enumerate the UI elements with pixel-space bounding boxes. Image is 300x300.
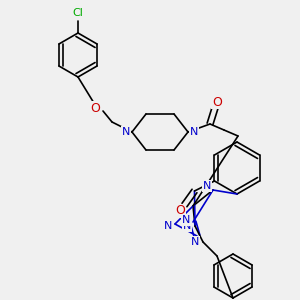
Text: N: N <box>203 181 211 191</box>
Text: N: N <box>191 237 199 247</box>
Text: N: N <box>182 215 190 225</box>
Text: N: N <box>190 127 198 137</box>
Text: Cl: Cl <box>73 8 83 18</box>
Text: N: N <box>183 221 191 231</box>
Text: O: O <box>90 101 100 115</box>
Text: O: O <box>176 205 185 218</box>
Text: N: N <box>122 127 130 137</box>
Text: N: N <box>164 221 172 231</box>
Text: O: O <box>212 95 222 109</box>
